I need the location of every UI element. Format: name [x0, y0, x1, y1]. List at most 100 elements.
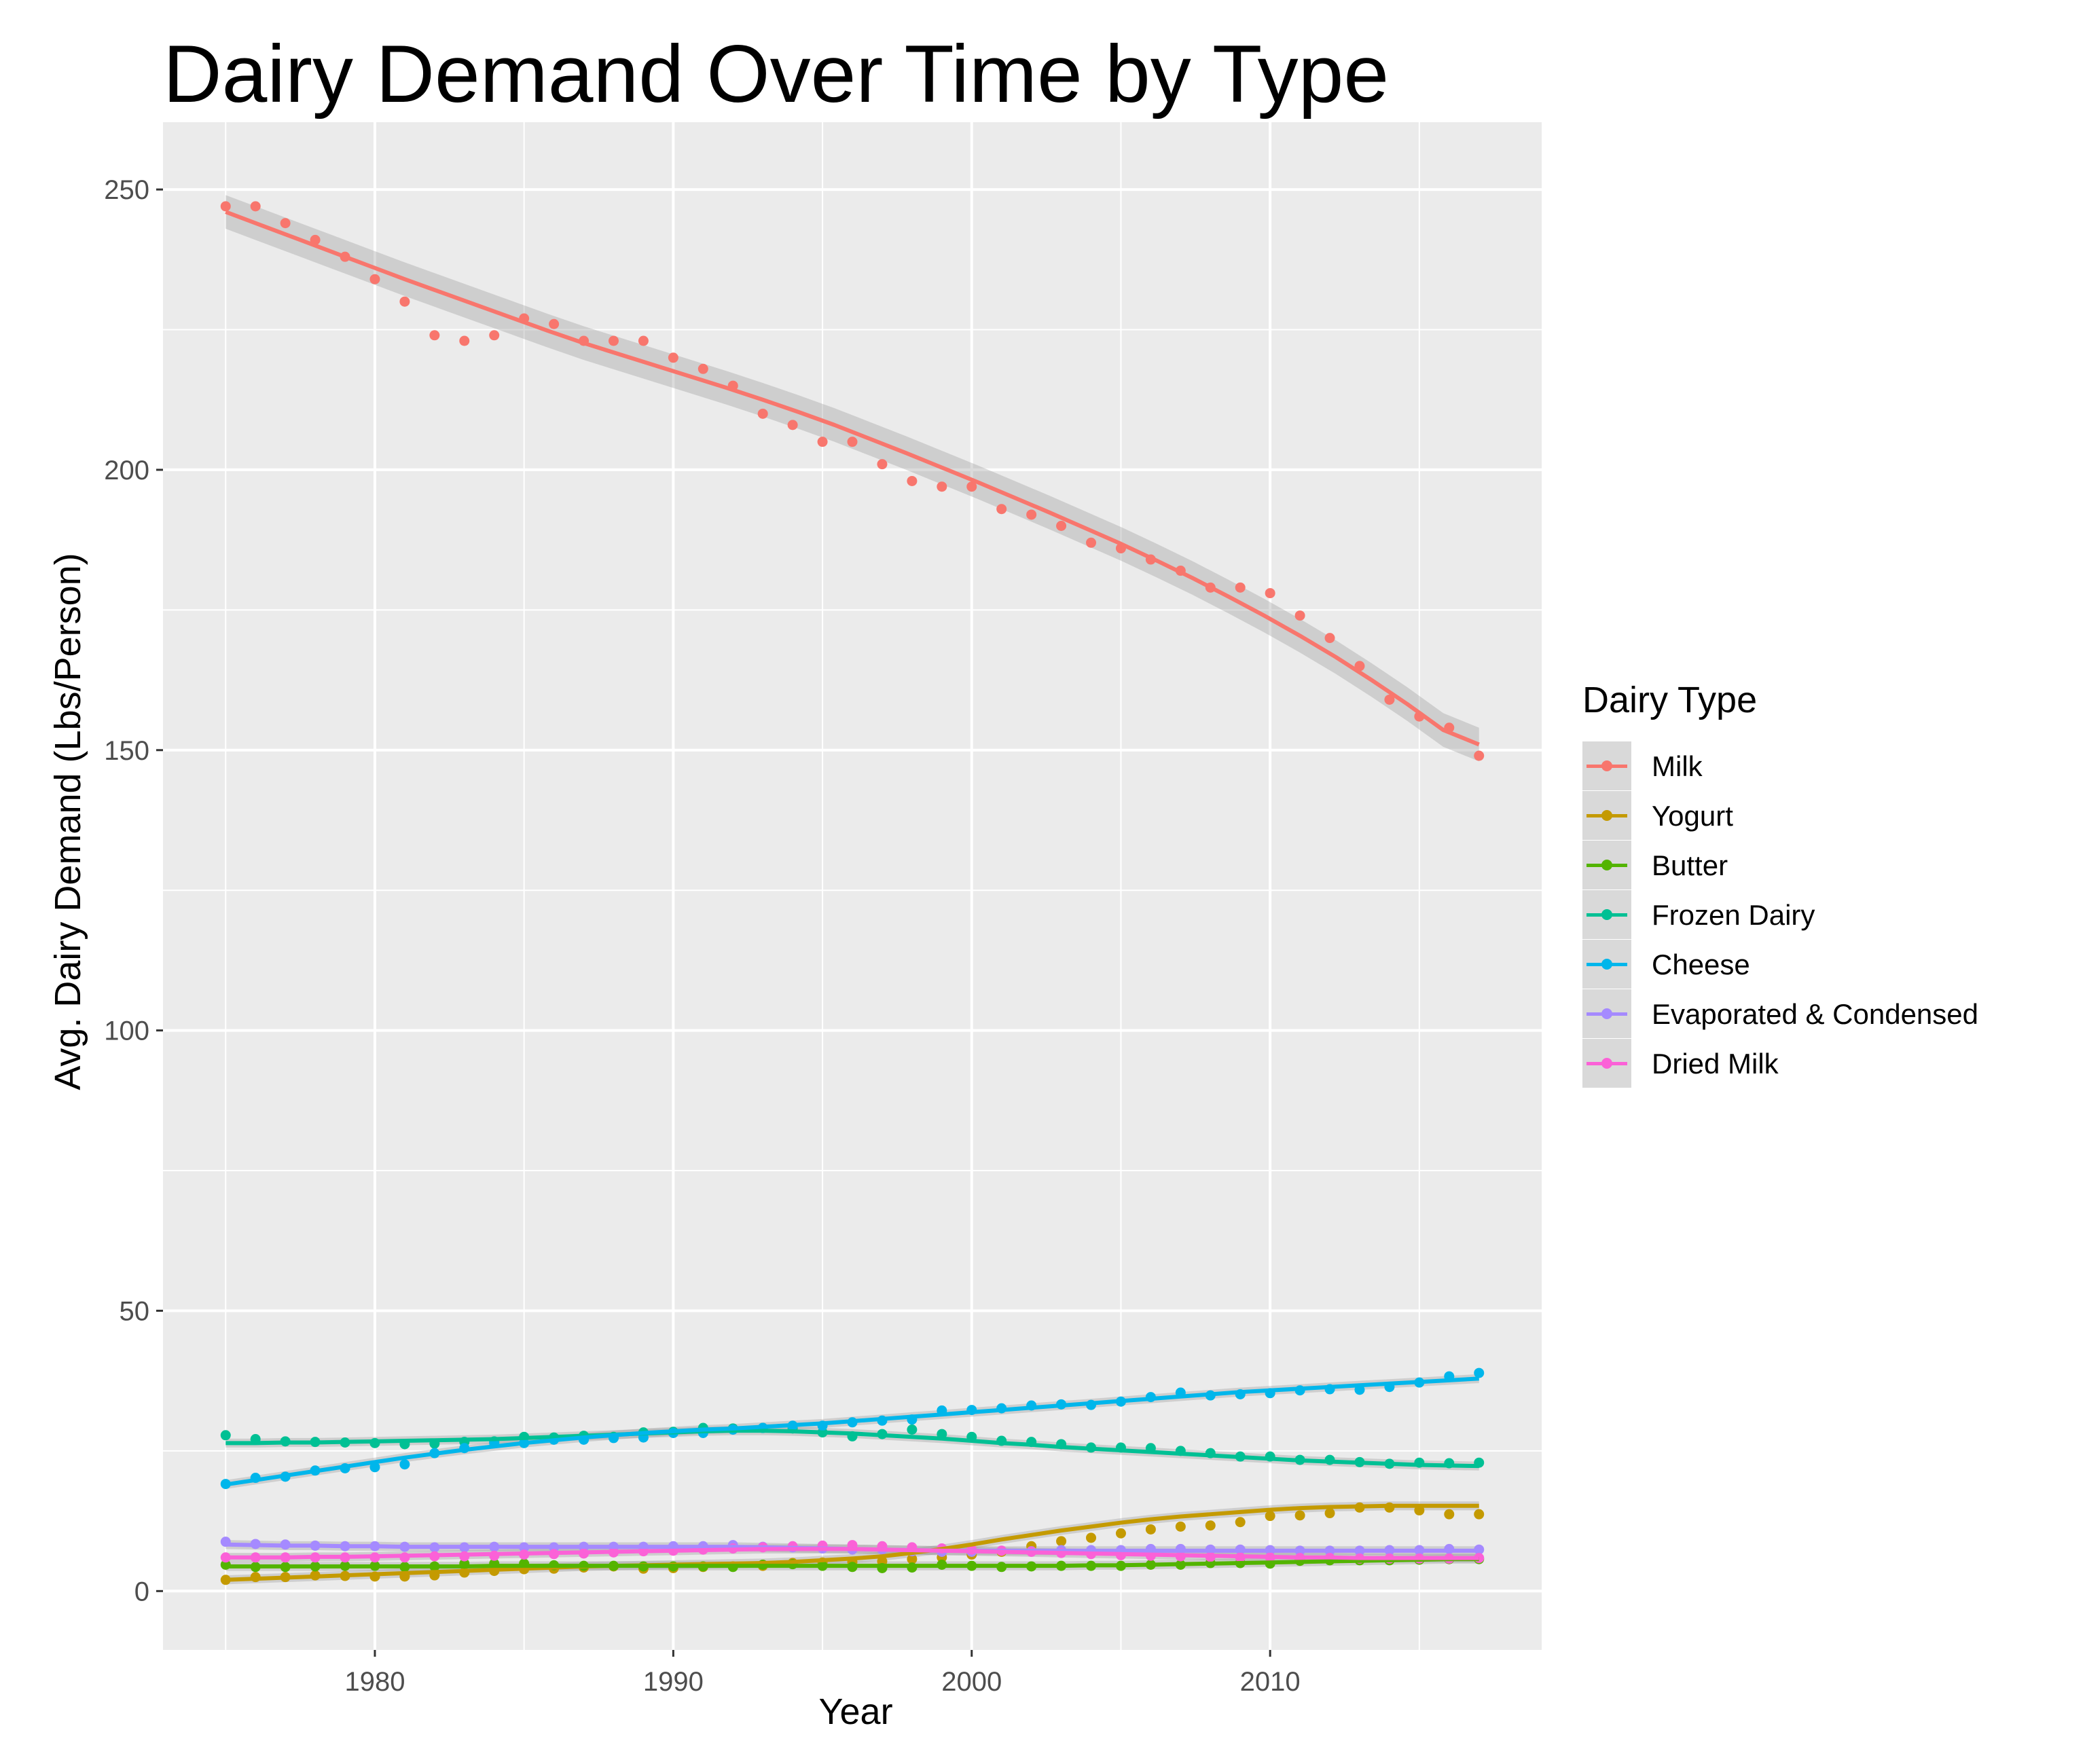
legend-item-yogurt: Yogurt [1582, 791, 1978, 841]
legend-item-frozen-dairy: Frozen Dairy [1582, 890, 1978, 940]
legend-key [1582, 940, 1631, 989]
legend-item-cheese: Cheese [1582, 940, 1978, 989]
trend-line-frozen-dairy [225, 1429, 1479, 1469]
point-milk [1265, 588, 1275, 599]
trend-line-yogurt [225, 1503, 1479, 1582]
point-yogurt [1056, 1536, 1067, 1547]
point-yogurt [1235, 1517, 1246, 1528]
point-milk [1056, 520, 1067, 531]
point-frozen-dairy [220, 1430, 231, 1441]
legend-label: Cheese [1652, 948, 1750, 980]
point-yogurt [1444, 1509, 1455, 1520]
trend-lines [225, 210, 1480, 1582]
y-tick-label: 200 [104, 456, 149, 485]
point-milk [250, 201, 261, 212]
legend-label: Yogurt [1652, 799, 1733, 832]
point-milk [429, 330, 440, 341]
point-milk [220, 201, 231, 212]
legend-label: Butter [1652, 849, 1728, 881]
x-axis-label: Year [818, 1691, 893, 1732]
legend-label: Evaporated & Condensed [1652, 997, 1979, 1030]
axis-ticks: 1980 1990 2000 2010 0 50 100 150 200 250 [104, 175, 1300, 1697]
legend-key-dot [1601, 860, 1612, 870]
point-milk [847, 437, 858, 447]
y-tick-label: 100 [104, 1016, 149, 1046]
legend-title: Dairy Type [1582, 680, 1758, 720]
point-yogurt [907, 1554, 918, 1564]
y-axis-label: Avg. Dairy Demand (Lbs/Person) [48, 553, 88, 1090]
trend-line-dried-milk [225, 1547, 1479, 1560]
point-yogurt [1294, 1510, 1305, 1521]
legend-key-dot [1601, 1008, 1612, 1019]
legend-key [1582, 1039, 1631, 1088]
y-tick-label: 150 [104, 736, 149, 766]
legend-key [1582, 890, 1631, 940]
point-milk [369, 274, 380, 284]
chart-title: Dairy Demand Over Time by Type [163, 29, 1390, 120]
point-yogurt [1324, 1508, 1335, 1519]
major-gridlines [163, 122, 1542, 1650]
point-milk [1474, 750, 1485, 761]
point-yogurt [1145, 1524, 1156, 1535]
y-tick-label: 250 [104, 175, 149, 205]
point-milk [787, 420, 798, 430]
point-milk [996, 504, 1007, 515]
point-milk [697, 363, 708, 374]
legend-key-dot [1601, 1058, 1612, 1069]
point-milk [966, 481, 977, 492]
minor-gridlines [163, 122, 1542, 1650]
legend-item-dried-milk: Dried Milk [1582, 1039, 1978, 1088]
y-tick-label: 50 [120, 1296, 150, 1326]
point-milk [489, 330, 500, 341]
legend-key [1582, 989, 1631, 1039]
legend-key [1582, 841, 1631, 890]
ribbon-milk [225, 195, 1479, 762]
x-tick-label: 2010 [1240, 1667, 1301, 1697]
legend-item-milk: Milk [1582, 741, 1978, 791]
point-milk [937, 481, 947, 492]
legend-key-dot [1601, 810, 1612, 821]
point-yogurt [1474, 1509, 1485, 1520]
legend-key-dot [1601, 760, 1612, 771]
point-milk [1324, 633, 1335, 644]
point-cheese [1474, 1367, 1485, 1378]
point-milk [1235, 582, 1246, 593]
trend-line-cheese [225, 1376, 1479, 1487]
point-yogurt [1265, 1511, 1275, 1522]
point-yogurt [1205, 1520, 1216, 1531]
point-milk [817, 437, 828, 447]
trend-line-butter [225, 1557, 1479, 1568]
y-tick-label: 0 [134, 1577, 149, 1606]
ribbon-yogurt [225, 1501, 1479, 1585]
legend-label: Frozen Dairy [1652, 898, 1815, 931]
point-yogurt [1115, 1528, 1126, 1539]
point-milk [1384, 694, 1395, 705]
point-milk [877, 459, 888, 470]
x-tick-label: 1990 [643, 1667, 704, 1697]
legend: Dairy Type Milk Yogurt Butter Frozen Dairy C… [1582, 679, 1978, 1088]
point-milk [757, 408, 768, 419]
point-cheese [399, 1459, 410, 1470]
point-milk [608, 335, 619, 346]
point-milk [907, 475, 918, 486]
legend-key-dot [1601, 909, 1612, 920]
point-milk [668, 352, 678, 363]
legend-label: Dried Milk [1652, 1047, 1779, 1080]
point-cheese [369, 1462, 380, 1473]
point-yogurt [1175, 1521, 1186, 1532]
x-tick-label: 2000 [941, 1667, 1002, 1697]
point-milk [638, 335, 649, 346]
legend-key [1582, 741, 1631, 791]
point-frozen-dairy [907, 1425, 918, 1435]
legend-item-butter: Butter [1582, 841, 1978, 890]
legend-key-dot [1601, 959, 1612, 970]
point-milk [459, 335, 470, 346]
point-yogurt [1086, 1532, 1097, 1543]
point-milk [1026, 509, 1037, 520]
legend-item-evaporated-and-condensed: Evaporated & Condensed [1582, 989, 1978, 1039]
plot-panel [163, 122, 1542, 1650]
point-milk [1086, 537, 1097, 548]
legend-items: Milk Yogurt Butter Frozen Dairy Cheese Evapor… [1582, 741, 1978, 1088]
point-milk [1294, 610, 1305, 621]
